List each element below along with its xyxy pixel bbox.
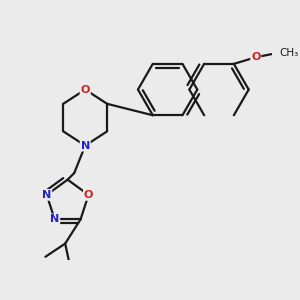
Text: N: N	[81, 141, 90, 151]
Text: CH₃: CH₃	[279, 48, 298, 58]
Text: N: N	[42, 190, 51, 200]
Text: O: O	[251, 52, 260, 62]
Text: O: O	[84, 190, 93, 200]
Text: N: N	[50, 214, 59, 224]
Text: O: O	[80, 85, 90, 94]
